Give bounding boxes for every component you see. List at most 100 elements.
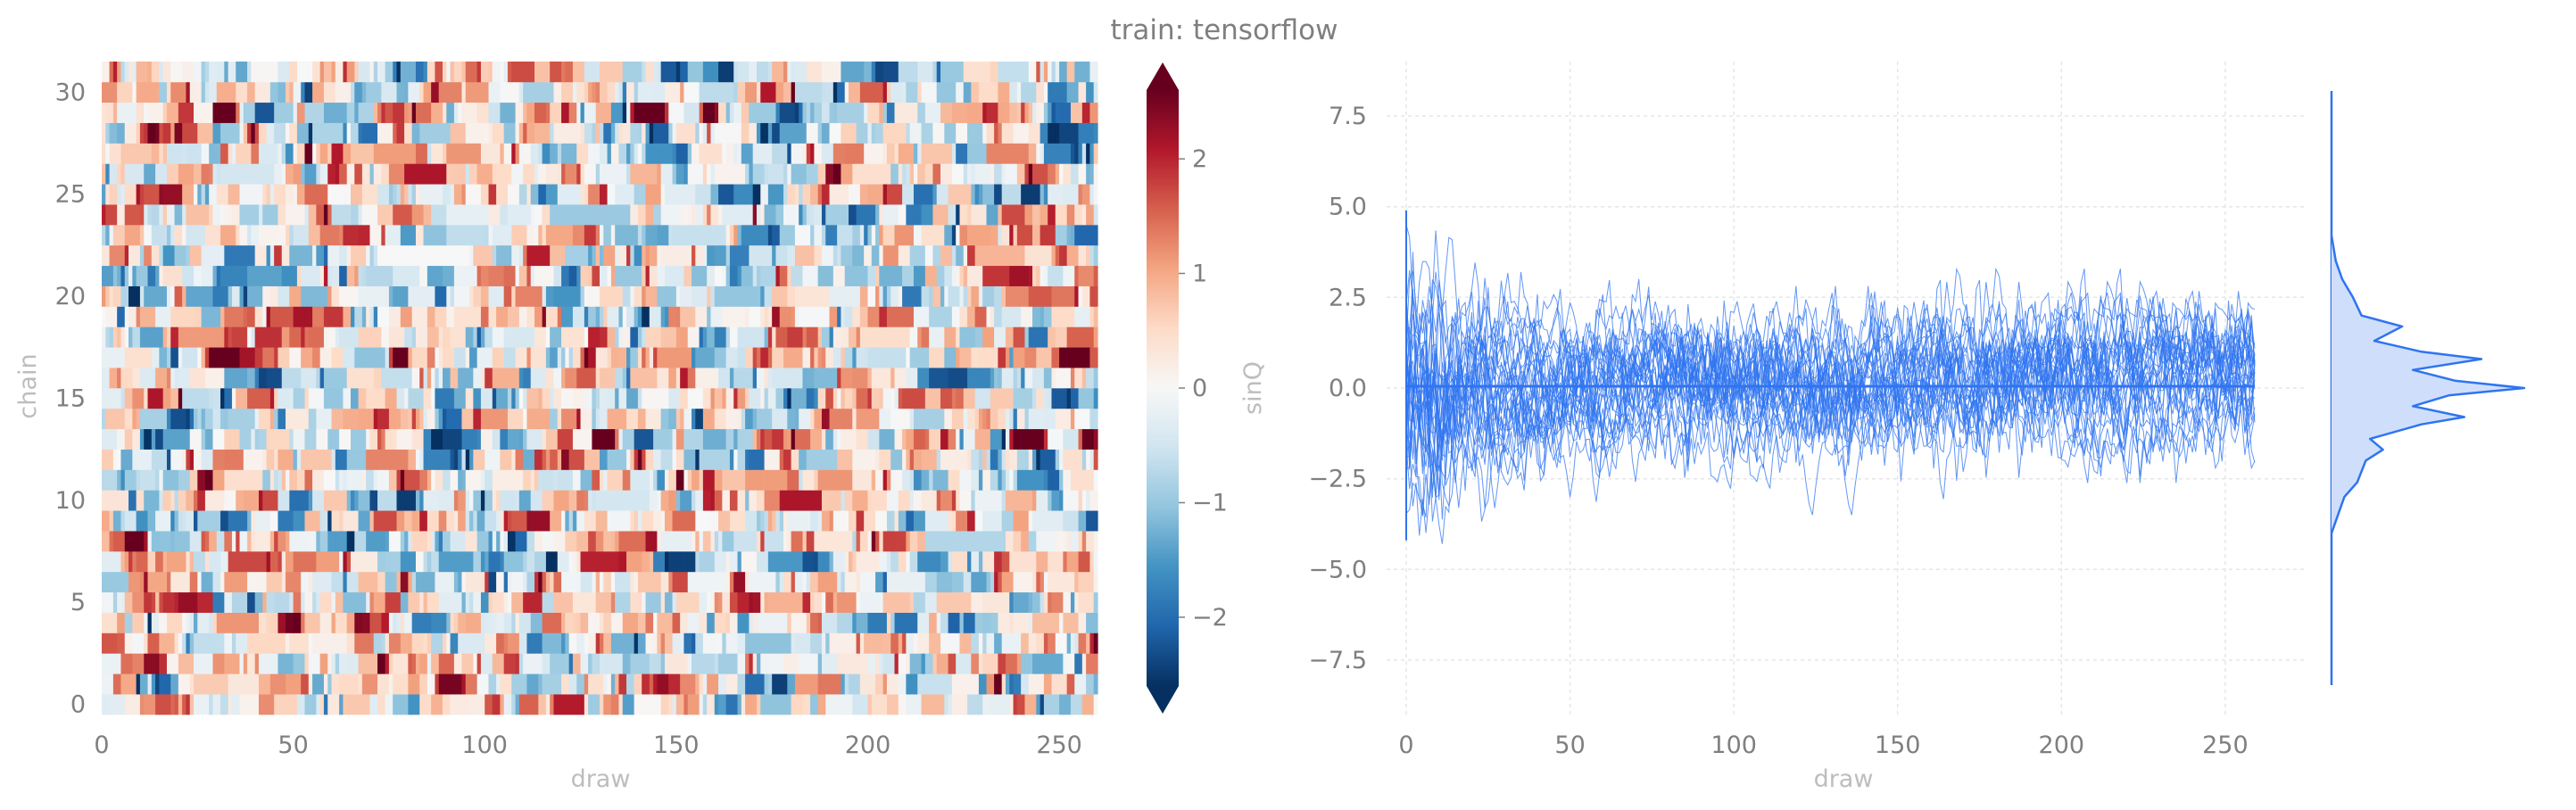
heatmap-cell xyxy=(120,428,126,450)
heatmap-cell xyxy=(890,306,896,327)
heatmap-cell xyxy=(821,428,826,450)
heatmap-cell xyxy=(817,551,823,573)
heatmap-cell xyxy=(859,306,869,327)
heatmap-cell xyxy=(162,306,168,327)
heatmap-cell xyxy=(109,510,114,532)
heatmap-cell xyxy=(565,551,570,573)
heatmap-cell xyxy=(618,531,624,552)
heatmap-cell xyxy=(814,326,819,348)
heatmap-cell xyxy=(932,326,938,348)
heatmap-cell xyxy=(909,408,915,430)
heatmap-cell xyxy=(446,285,451,307)
heatmap-cell xyxy=(201,244,206,267)
heatmap-cell xyxy=(978,674,988,695)
heatmap-cell xyxy=(729,449,734,470)
heatmap-cell xyxy=(637,612,642,633)
heatmap-cell xyxy=(247,632,252,654)
heatmap-cell xyxy=(518,449,524,470)
heatmap-cell xyxy=(408,612,413,633)
heatmap-cell xyxy=(924,265,938,286)
heatmap-cell xyxy=(849,225,853,246)
heatmap-cell xyxy=(102,490,111,511)
heatmap-cell xyxy=(343,694,348,715)
heatmap-cell xyxy=(247,531,252,552)
heatmap-cell xyxy=(821,591,826,613)
heatmap-cell xyxy=(729,571,734,593)
heatmap-cell xyxy=(902,265,907,286)
heatmap-row xyxy=(102,674,1098,695)
heatmap-cell xyxy=(358,408,371,430)
heatmap-cell xyxy=(105,571,114,593)
heatmap-cell xyxy=(388,449,398,470)
heatmap-cell xyxy=(266,388,271,409)
heatmap-cell xyxy=(607,265,612,286)
heatmap-cell xyxy=(660,591,666,613)
heatmap-cell xyxy=(572,306,577,327)
heatmap-cell xyxy=(423,408,428,430)
heatmap-cell xyxy=(331,612,336,633)
heatmap-cell xyxy=(1089,591,1095,613)
heatmap-cell xyxy=(909,591,915,613)
heatmap-cell xyxy=(170,225,176,246)
heatmap-cell xyxy=(393,428,398,450)
heatmap-cell xyxy=(124,326,129,348)
heatmap-cell xyxy=(545,694,551,715)
heatmap-cell xyxy=(752,204,758,226)
heatmap-cell xyxy=(159,204,164,226)
heatmap-cell xyxy=(772,265,777,286)
heatmap-cell xyxy=(909,368,915,389)
heatmap-cell xyxy=(1048,204,1056,226)
heatmap-cell xyxy=(132,388,145,409)
heatmap-cell xyxy=(607,225,612,246)
heatmap-cell xyxy=(592,388,597,409)
heatmap-cell xyxy=(1089,347,1095,368)
heatmap-cell xyxy=(465,347,470,368)
heatmap-cell xyxy=(890,388,896,409)
heatmap-cell xyxy=(1059,225,1068,246)
heatmap-cell xyxy=(159,612,164,633)
heatmap-cell xyxy=(461,653,467,674)
heatmap-cell xyxy=(388,674,393,695)
heatmap-cell xyxy=(251,204,256,226)
heatmap-cell xyxy=(929,204,934,226)
heatmap-cell xyxy=(791,449,796,470)
heatmap-cell xyxy=(886,326,891,348)
heatmap-cell xyxy=(886,653,891,674)
heatmap-cell xyxy=(806,408,811,430)
heatmap-cell xyxy=(231,204,236,226)
heatmap-cell xyxy=(990,204,998,226)
heatmap-cell xyxy=(967,225,972,246)
heatmap-cell xyxy=(660,265,666,286)
heatmap-cell xyxy=(832,510,842,532)
heatmap-cell xyxy=(236,244,241,267)
heatmap-cell xyxy=(485,244,493,267)
heatmap-cell xyxy=(319,368,325,389)
heatmap-cell xyxy=(902,632,907,654)
heatmap-cell xyxy=(124,204,129,226)
heatmap-cell xyxy=(856,225,861,246)
heatmap-cell xyxy=(1001,204,1018,226)
heatmap-cell xyxy=(951,632,961,654)
heatmap-cell xyxy=(443,571,455,593)
heatmap-cell xyxy=(752,571,758,593)
heatmap-cell xyxy=(120,184,126,205)
heatmap-cell xyxy=(642,449,647,470)
heatmap-cell xyxy=(630,285,635,307)
heatmap-cell xyxy=(649,591,654,613)
heatmap-cell xyxy=(476,225,485,246)
heatmap-cell xyxy=(511,204,520,226)
heatmap-cell xyxy=(511,510,517,532)
heatmap-cell xyxy=(166,612,176,633)
heatmap-cell xyxy=(343,510,348,532)
heatmap-cell xyxy=(415,184,420,205)
heatmap-cell xyxy=(588,388,593,409)
heatmap-cell xyxy=(963,306,968,327)
heatmap-cell xyxy=(507,653,517,674)
heatmap-cell xyxy=(737,204,750,226)
heatmap-cell xyxy=(913,326,918,348)
heatmap-cell xyxy=(453,408,459,430)
heatmap-cell xyxy=(388,571,393,593)
heatmap-cell xyxy=(239,531,248,552)
heatmap-cell xyxy=(1009,265,1015,286)
heatmap-cell xyxy=(829,428,834,450)
